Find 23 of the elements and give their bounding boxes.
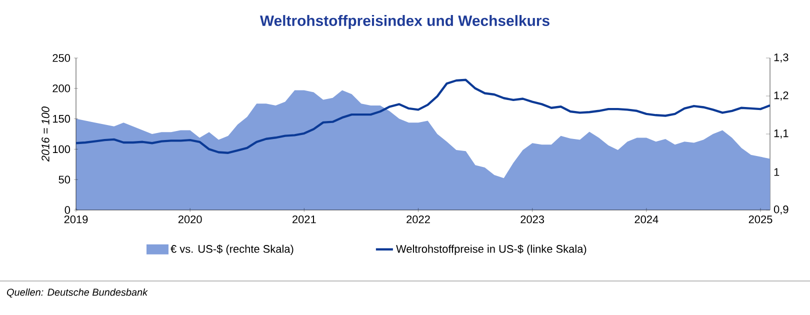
- x-tick-label: 2019: [64, 216, 88, 224]
- legend-label: € vs. US-$ (rechte Skala): [170, 244, 294, 255]
- y-tick-label: 250: [52, 54, 70, 62]
- y2-tick-label: 1,3: [774, 53, 788, 63]
- y2-tick-label: 1: [774, 168, 780, 176]
- y-axis-title: 2016 = 100: [42, 106, 50, 162]
- y-tick-label: 50: [58, 176, 70, 184]
- x-tick-label: 2022: [406, 216, 430, 224]
- y2-tick-label: 1,2: [774, 91, 788, 101]
- y2-tick-label: 1,1: [774, 130, 788, 138]
- x-tick-label: 2020: [178, 216, 202, 224]
- source-note: Quellen: Deutsche Bundesbank: [7, 288, 148, 298]
- y-tick-label: 200: [52, 84, 70, 92]
- x-tick-label: 2021: [292, 216, 316, 224]
- y2-tick-label: 0,9: [774, 205, 788, 215]
- y-tick-label: 100: [53, 145, 70, 154]
- x-tick-label: 2024: [634, 216, 658, 224]
- chart-title: Weltrohstoffpreisindex und Wechselkurs: [260, 15, 550, 29]
- y-tick-label: 150: [53, 114, 70, 123]
- legend-label: Weltrohstoffpreise in US-$ (linke Skala): [396, 244, 586, 255]
- y-tick-label: 0: [64, 206, 70, 214]
- x-tick-label: 2023: [520, 216, 544, 224]
- x-tick-label: 2025: [748, 216, 772, 224]
